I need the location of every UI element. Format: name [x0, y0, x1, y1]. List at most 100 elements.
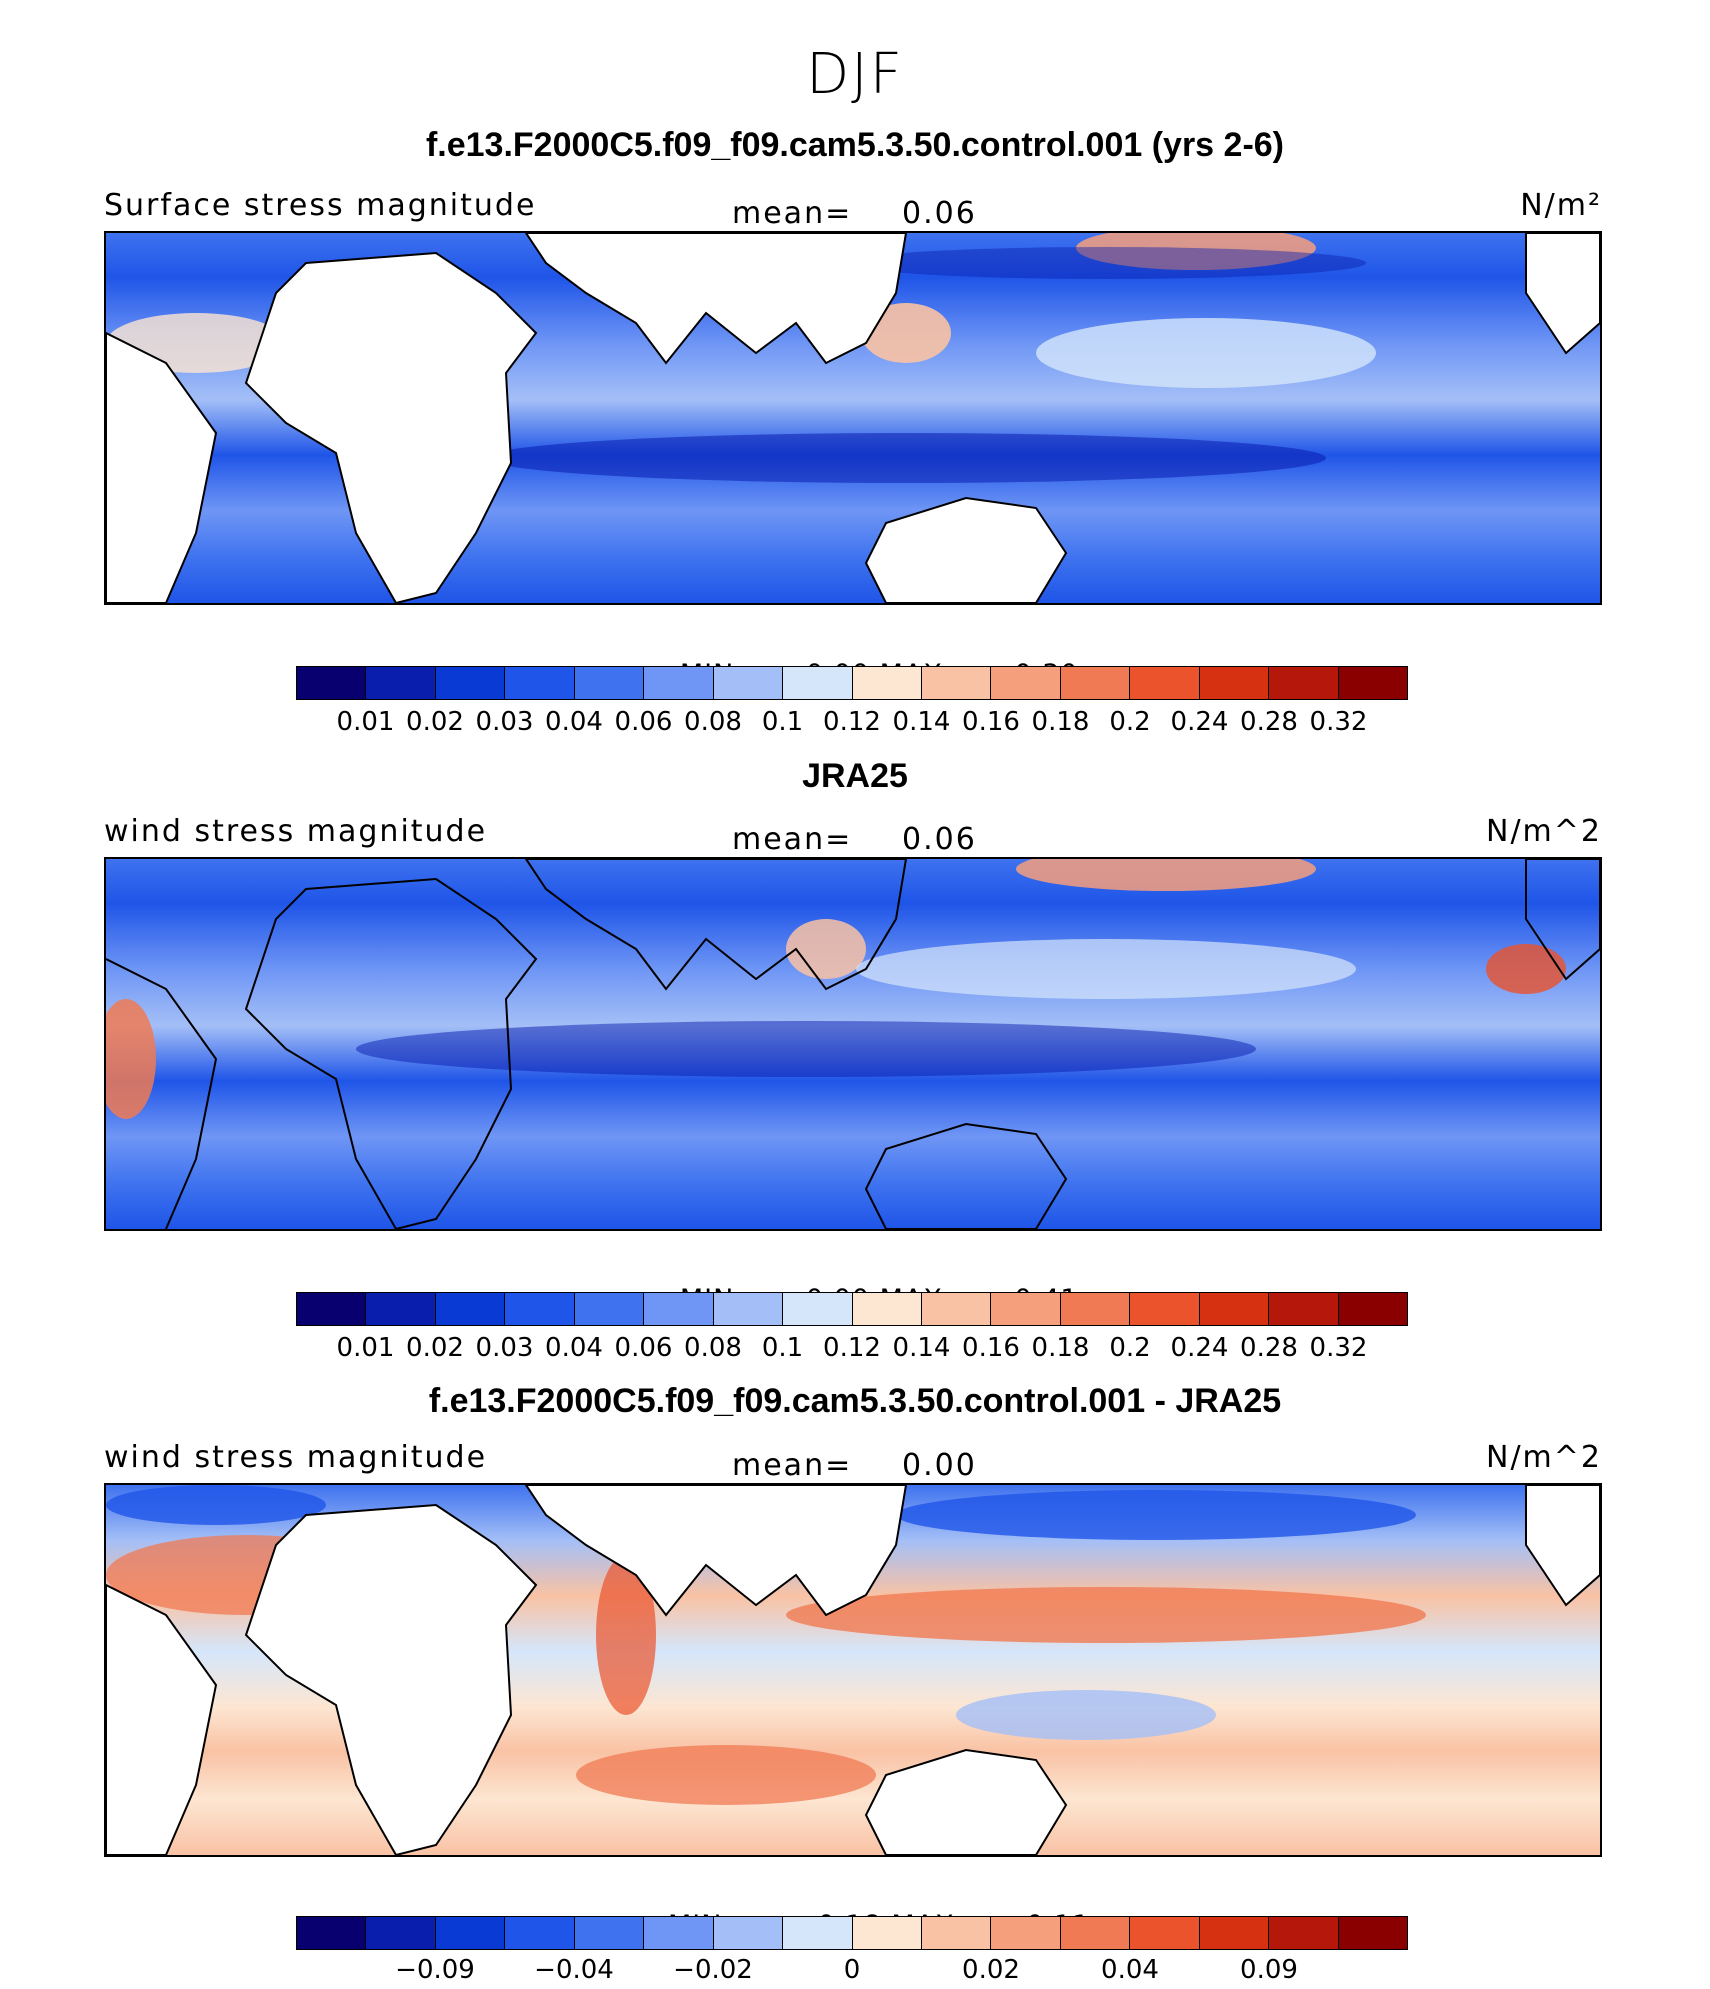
colorbar-swatch — [1060, 667, 1131, 699]
panel-2-colorbar — [296, 1292, 1408, 1326]
low-stress-band — [356, 1021, 1256, 1077]
colorbar-swatch — [1269, 1917, 1339, 1949]
high-stress-patch — [106, 999, 156, 1119]
high-stress-patch — [1036, 318, 1376, 388]
colorbar-swatch — [1338, 667, 1407, 699]
colorbar-tick-label: 0.14 — [892, 707, 951, 737]
colorbar-tick-label: 0.24 — [1170, 707, 1229, 737]
panel-1-variable-label: Surface stress magnitude — [104, 188, 537, 223]
colorbar-tick-label: −0.04 — [534, 1955, 614, 1985]
colorbar-tick-label: 0.12 — [823, 1333, 881, 1363]
negative-anomaly — [106, 1485, 326, 1525]
colorbar-swatch — [435, 667, 506, 699]
panel-3-colorbar-ticks: −0.09 −0.04 −0.02 0 0.02 0.04 0.09 — [296, 1955, 1408, 1987]
colorbar-swatch — [366, 667, 436, 699]
americas-landmass — [106, 1583, 218, 1855]
panel-3-map — [104, 1483, 1602, 1857]
colorbar-swatch — [991, 1917, 1061, 1949]
colorbar-swatch — [1130, 1293, 1200, 1325]
panel-3-mean-value: 0.00 — [902, 1448, 977, 1483]
colorbar-swatch — [297, 1293, 367, 1325]
colorbar-tick-label: 0.1 — [761, 1333, 804, 1363]
high-stress-patch — [856, 939, 1356, 999]
colorbar-swatch — [991, 667, 1061, 699]
colorbar-swatch — [991, 1293, 1061, 1325]
figure-title: DJF — [806, 42, 904, 107]
panel-1-mean-text: mean= — [732, 196, 853, 231]
colorbar-tick-label: 0.08 — [684, 707, 742, 737]
colorbar-swatch — [1199, 667, 1270, 699]
colorbar-swatch — [921, 1917, 992, 1949]
negative-anomaly — [896, 1490, 1416, 1540]
colorbar-swatch — [505, 667, 575, 699]
panel-2-mean-value: 0.06 — [902, 822, 977, 857]
colorbar-swatch — [1338, 1293, 1407, 1325]
high-stress-patch — [861, 303, 951, 363]
colorbar-tick-label: 0.02 — [406, 1333, 464, 1363]
colorbar-swatch — [644, 1917, 714, 1949]
colorbar-swatch — [713, 1293, 784, 1325]
americas-landmass — [1525, 1485, 1600, 1607]
colorbar-tick-label: 0.08 — [684, 1333, 742, 1363]
africa-landmass — [244, 1503, 538, 1855]
panel-3-units: N/m^2 — [1486, 1440, 1602, 1475]
colorbar-tick-label: 0.06 — [614, 1333, 673, 1363]
colorbar-tick-label: 0.09 — [1240, 1955, 1298, 1985]
panel-1-colorbar-ticks: 0.01 0.02 0.03 0.04 0.06 0.08 0.1 0.12 0.14 0.16 0… — [296, 707, 1408, 739]
positive-anomaly — [786, 1587, 1426, 1643]
colorbar-tick-label: 0.04 — [545, 1333, 603, 1363]
colorbar-tick-label: 0.2 — [1109, 1333, 1151, 1363]
high-stress-patch — [786, 919, 866, 979]
coastline — [864, 1122, 1068, 1229]
colorbar-swatch — [574, 1917, 645, 1949]
colorbar-tick-label: 0.32 — [1309, 707, 1368, 737]
panel-2-variable-label: wind stress magnitude — [104, 814, 488, 849]
colorbar-swatch — [713, 667, 784, 699]
colorbar-swatch — [435, 1917, 506, 1949]
colorbar-swatch — [783, 1293, 853, 1325]
negative-anomaly — [956, 1690, 1216, 1740]
colorbar-swatch — [921, 667, 992, 699]
high-stress-patch — [1486, 944, 1566, 994]
colorbar-tick-label: 0.14 — [892, 1333, 951, 1363]
colorbar-tick-label: 0.04 — [545, 707, 603, 737]
coastline — [244, 877, 538, 1229]
colorbar-tick-label: 0.02 — [406, 707, 464, 737]
colorbar-swatch — [1060, 1293, 1131, 1325]
colorbar-swatch — [297, 667, 367, 699]
colorbar-swatch — [297, 1917, 367, 1949]
coastline — [106, 958, 218, 1229]
colorbar-tick-label: 0.32 — [1309, 1333, 1368, 1363]
colorbar-swatch — [366, 1917, 436, 1949]
panel-1-map — [104, 231, 1602, 605]
positive-anomaly — [576, 1745, 876, 1805]
colorbar-swatch — [505, 1293, 575, 1325]
panel-1-mean-value: 0.06 — [902, 196, 977, 231]
panel-3-mean-text: mean= — [732, 1448, 853, 1483]
colorbar-swatch — [852, 667, 922, 699]
americas-landmass — [1525, 233, 1600, 355]
high-stress-patch — [1076, 233, 1316, 270]
colorbar-tick-label: 0.04 — [1101, 1955, 1159, 1985]
colorbar-swatch — [783, 667, 853, 699]
colorbar-tick-label: 0.24 — [1170, 1333, 1229, 1363]
colorbar-tick-label: 0.03 — [475, 707, 534, 737]
asia-landmass — [524, 1485, 908, 1617]
colorbar-tick-label: −0.09 — [395, 1955, 475, 1985]
colorbar-swatch — [852, 1293, 922, 1325]
colorbar-swatch — [505, 1917, 575, 1949]
low-stress-band — [846, 247, 1366, 279]
colorbar-swatch — [574, 1293, 645, 1325]
colorbar-tick-label: 0.12 — [823, 707, 881, 737]
colorbar-swatch — [852, 1917, 922, 1949]
colorbar-swatch — [1130, 667, 1200, 699]
panel-2-heading: JRA25 — [802, 757, 908, 795]
colorbar-tick-label: 0.28 — [1240, 1333, 1298, 1363]
colorbar-tick-label: 0.01 — [336, 1333, 395, 1363]
colorbar-tick-label: 0.18 — [1031, 1333, 1090, 1363]
colorbar-tick-label: −0.02 — [673, 1955, 753, 1985]
colorbar-tick-label: 0.18 — [1031, 707, 1090, 737]
asia-landmass — [524, 233, 908, 365]
colorbar-swatch — [921, 1293, 992, 1325]
colorbar-swatch — [1199, 1293, 1270, 1325]
